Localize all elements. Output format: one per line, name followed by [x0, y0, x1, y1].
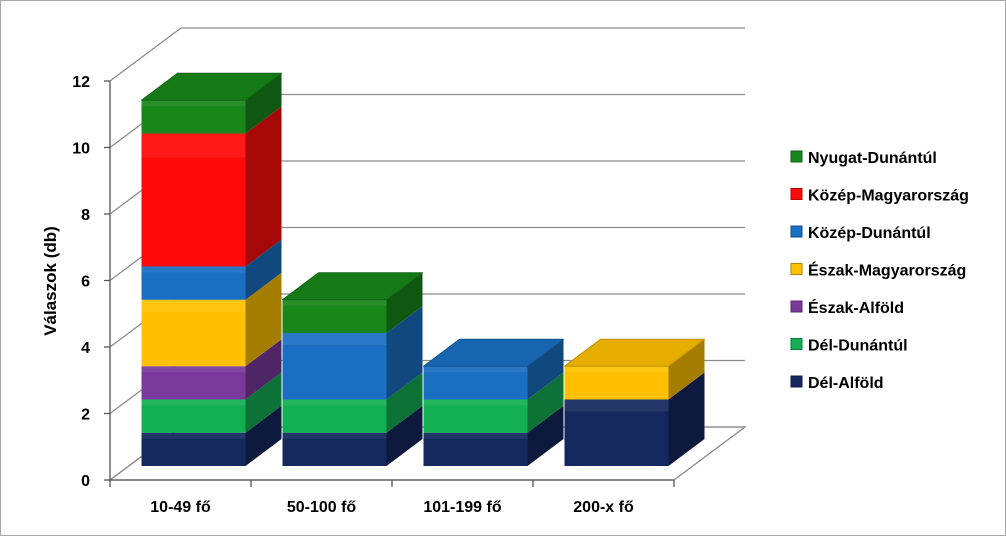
bar-segment	[141, 372, 282, 433]
bars	[141, 72, 705, 466]
legend-label: Közép-Magyarország	[808, 188, 969, 205]
y-tick-label: 10	[72, 141, 90, 158]
x-tick-labels: 10-49 fő 50-100 fő 101-199 fő 200-x fő	[150, 499, 634, 516]
legend-item: Észak-Alföld	[790, 298, 904, 317]
bar-segment	[423, 339, 564, 400]
bar-segment	[564, 339, 705, 400]
bar-segment	[282, 405, 423, 466]
legend-swatch	[790, 150, 803, 163]
legend-label: Dél-Alföld	[808, 375, 884, 392]
bar-top	[141, 72, 282, 101]
bar-segment	[141, 239, 282, 300]
legend-swatch	[790, 188, 803, 200]
legend-swatch	[790, 338, 803, 350]
bar-top	[282, 272, 423, 301]
bar-segment	[564, 372, 705, 466]
legend-item: Dél-Dunántúl	[790, 338, 908, 355]
bar-segment	[282, 372, 423, 433]
axes	[104, 80, 675, 487]
y-tick-label: 0	[81, 473, 90, 490]
y-tick-label: 8	[81, 207, 90, 224]
y-axis-title: Válaszok (db)	[41, 226, 60, 336]
legend-swatch	[790, 300, 803, 313]
bar-segment	[423, 405, 564, 466]
legend-label: Dél-Dunántúl	[808, 338, 908, 355]
bar-segment	[141, 73, 282, 134]
legend-label: Nyugat-Dunántúl	[808, 150, 937, 167]
bar-segment	[282, 272, 423, 333]
bar-segment	[141, 405, 282, 466]
bar-segment	[141, 339, 282, 400]
x-tick-label: 200-x fő	[573, 499, 634, 516]
bar-stack	[282, 272, 423, 466]
y-tick-label: 2	[81, 407, 90, 424]
legend-item: Dél-Alföld	[790, 375, 884, 392]
gridline	[109, 27, 745, 82]
x-tick-label: 101-199 fő	[423, 499, 501, 516]
bar-stack	[564, 338, 705, 466]
legend-swatch	[790, 375, 803, 388]
legend-item: Közép-Dunántúl	[790, 225, 931, 242]
legend-label: Észak-Alföld	[808, 298, 904, 317]
bar-top	[564, 338, 705, 367]
legend-label: Közép-Dunántúl	[808, 225, 931, 242]
legend-swatch	[790, 225, 803, 238]
y-tick-label: 6	[81, 274, 90, 291]
legend: Nyugat-Dunántúl Közép-Magyarország Közép-D…	[790, 150, 969, 392]
legend-label: Észak-Magyarország	[808, 261, 966, 280]
y-tick-label: 12	[72, 74, 90, 91]
bar-segment	[423, 372, 564, 433]
legend-item: Közép-Magyarország	[790, 188, 969, 205]
legend-item: Észak-Magyarország	[790, 261, 966, 280]
x-tick-label: 10-49 fő	[150, 499, 211, 516]
y-tick-labels: 0 2 4 6 8 10 12	[72, 74, 90, 490]
legend-swatch	[790, 263, 803, 275]
y-tick-label: 4	[81, 340, 90, 357]
bar-segment	[141, 106, 282, 267]
bar-stack	[423, 338, 564, 466]
x-tick-label: 50-100 fő	[287, 499, 357, 516]
bar-stack	[141, 72, 282, 466]
bar-top	[423, 338, 564, 367]
bar-segment	[141, 272, 282, 367]
legend-item: Nyugat-Dunántúl	[790, 150, 937, 167]
bar-segment	[282, 306, 423, 400]
